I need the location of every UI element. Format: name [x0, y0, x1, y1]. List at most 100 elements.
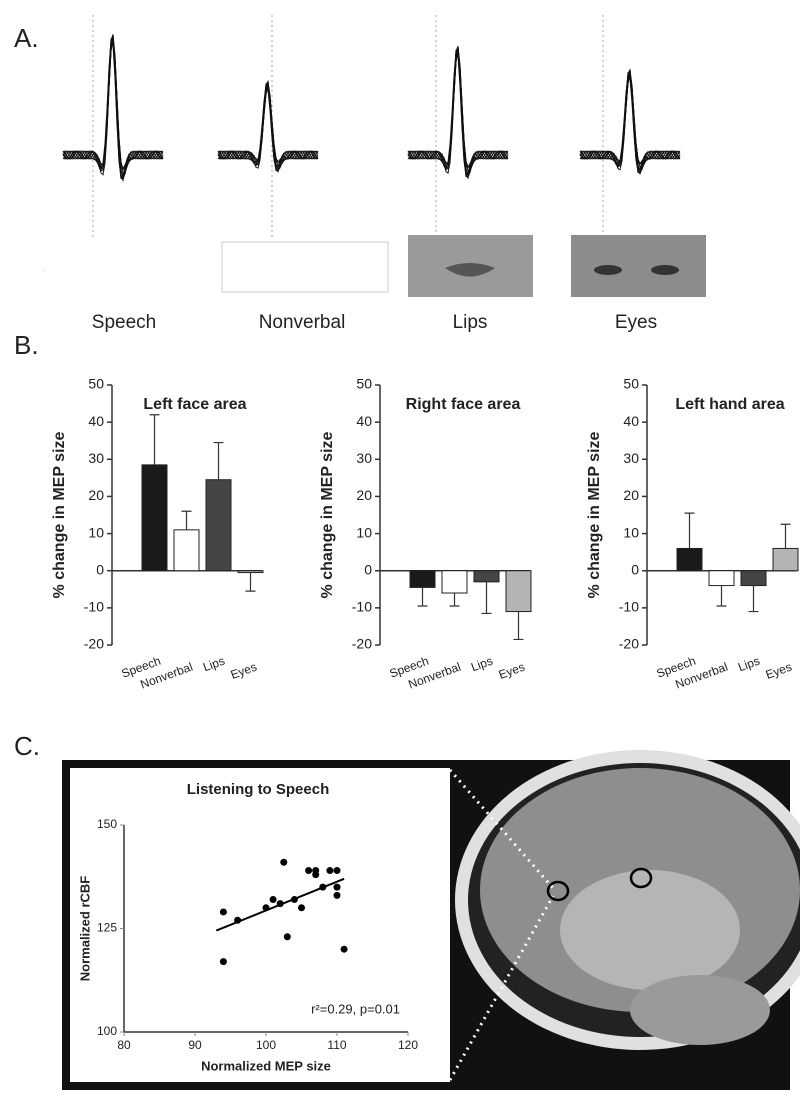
- waveform-trace: [579, 74, 681, 170]
- y-tick-label: 20: [88, 487, 104, 503]
- y-tick-label: 150: [97, 817, 117, 831]
- x-tick-label: Lips: [736, 654, 761, 675]
- roi: [629, 867, 653, 889]
- y-tick-label: 10: [623, 524, 639, 540]
- y-tick-label: 125: [97, 921, 117, 935]
- x-tick-label: Eyes: [229, 660, 259, 682]
- y-tick-label: 50: [88, 376, 104, 392]
- bar: [409, 570, 436, 588]
- bar: [141, 464, 168, 572]
- y-tick-label: 30: [623, 450, 639, 466]
- error-bar: [716, 585, 727, 607]
- zoom-line: [448, 769, 555, 889]
- stimulus-images: [44, 235, 706, 297]
- point: [340, 945, 348, 953]
- point: [319, 883, 327, 891]
- y-tick-label: 40: [623, 413, 639, 429]
- bar: [740, 570, 767, 587]
- error-bar: [513, 611, 524, 641]
- y-tick-label: 0: [364, 561, 372, 577]
- y-tick-label: 30: [356, 450, 372, 466]
- point: [280, 858, 288, 866]
- bar: [708, 570, 735, 587]
- waveform-trace: [62, 38, 164, 179]
- panel-label: B.: [14, 330, 39, 360]
- error-bar: [748, 585, 759, 613]
- eye: [651, 265, 679, 275]
- y-tick-label: 10: [88, 524, 104, 540]
- x-tick-label: 90: [188, 1038, 202, 1052]
- audio-nonverbal: [221, 241, 389, 293]
- bar: [473, 570, 500, 583]
- waveform-trace: [217, 83, 319, 171]
- waveform-trace: [407, 49, 509, 177]
- x-tick-label: 100: [256, 1038, 276, 1052]
- stimulus-label: Speech: [92, 312, 156, 333]
- error-bar: [684, 512, 695, 549]
- y-tick-label: 50: [623, 376, 639, 392]
- waveform-trace: [579, 71, 681, 173]
- x-axis-label: Normalized MEP size: [201, 1058, 331, 1073]
- point: [219, 958, 227, 966]
- y-axis-label: Normalized rCBF: [77, 876, 92, 982]
- point: [333, 891, 341, 899]
- roi: [546, 880, 570, 902]
- error-bar: [449, 593, 460, 607]
- point: [333, 883, 341, 891]
- bar: [205, 479, 232, 572]
- x-tick-label: 110: [327, 1038, 346, 1052]
- brain-image: [455, 750, 800, 1050]
- y-tick-label: -20: [352, 636, 372, 652]
- y-tick-label: 50: [356, 376, 372, 392]
- error-bar: [149, 414, 160, 465]
- y-tick-label: -20: [84, 636, 104, 652]
- point: [312, 867, 320, 875]
- y-axis-label: % change in MEP size: [319, 431, 336, 598]
- bar: [237, 570, 264, 574]
- error-bar: [213, 441, 224, 480]
- point: [305, 867, 313, 875]
- point: [276, 900, 284, 908]
- x-tick-label: Lips: [201, 654, 226, 675]
- point: [234, 916, 242, 924]
- bar: [676, 547, 703, 572]
- y-tick-label: -10: [619, 599, 639, 615]
- y-tick-label: -10: [352, 599, 372, 615]
- point: [298, 904, 305, 912]
- y-tick-label: 100: [97, 1024, 117, 1038]
- waveform-trace: [217, 85, 319, 168]
- bar: [772, 547, 799, 572]
- stimulus-label: Lips: [453, 312, 488, 333]
- y-tick-label: 20: [356, 487, 372, 503]
- eye: [594, 265, 622, 275]
- point: [333, 867, 341, 875]
- chart-title: Right face area: [406, 396, 521, 413]
- x-tick-label: 120: [398, 1038, 418, 1052]
- point: [269, 896, 277, 904]
- inset: [70, 768, 450, 1082]
- error-bar: [417, 587, 428, 607]
- zoom-line: [448, 895, 555, 1081]
- waveform-trace: [407, 51, 509, 175]
- bar: [505, 570, 532, 613]
- annotation: r²=0.29, p=0.01: [311, 1001, 400, 1016]
- cerebellum: [630, 975, 770, 1045]
- chart-title: Left hand area: [675, 396, 784, 413]
- y-tick-label: -20: [619, 636, 639, 652]
- error-bar: [481, 581, 492, 615]
- y-tick-label: 10: [356, 524, 372, 540]
- y-tick-label: 20: [623, 487, 639, 503]
- x-tick-label: Lips: [469, 654, 494, 675]
- y-tick-label: 0: [631, 561, 639, 577]
- error-bar: [181, 510, 192, 530]
- y-tick-label: 40: [88, 413, 104, 429]
- lips: [445, 263, 495, 277]
- stimulus-label: Eyes: [615, 312, 657, 333]
- y-axis-label: % change in MEP size: [51, 431, 68, 598]
- panel-label: A.: [14, 23, 39, 53]
- chart-title: Left face area: [143, 396, 246, 413]
- waveform-trace: [62, 39, 164, 178]
- bar: [173, 529, 200, 572]
- x-tick-label: Eyes: [497, 660, 527, 682]
